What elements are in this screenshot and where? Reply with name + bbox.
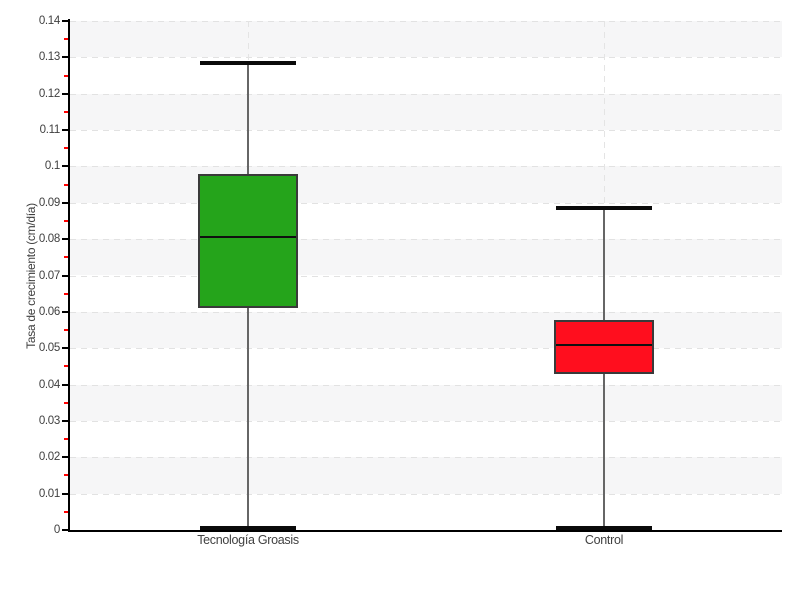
horizontal-gridline: [70, 275, 782, 277]
background-band: [70, 21, 782, 58]
horizontal-gridline: [70, 384, 782, 386]
y-tick-label: 0.11: [39, 124, 61, 137]
y-minor-tick: [64, 365, 68, 368]
horizontal-gridline: [70, 93, 782, 95]
y-minor-tick: [64, 292, 68, 295]
y-minor-tick: [64, 74, 68, 77]
horizontal-gridline: [70, 493, 782, 495]
y-axis-line: [68, 19, 70, 532]
y-tick-label: 0.03: [38, 414, 60, 427]
y-tick-label: 0.04: [38, 378, 60, 391]
median-line: [556, 343, 652, 346]
y-minor-tick: [64, 256, 68, 259]
box-control[interactable]: [554, 320, 654, 374]
y-major-tick: [62, 129, 68, 132]
horizontal-gridline: [70, 420, 782, 422]
y-major-tick: [62, 529, 68, 531]
y-minor-tick: [64, 510, 68, 513]
y-major-tick: [62, 165, 68, 168]
whisker-cap: [200, 526, 296, 531]
y-tick-label: 0.09: [38, 196, 60, 209]
y-minor-tick: [64, 474, 68, 477]
horizontal-gridline: [70, 202, 782, 204]
y-minor-tick: [64, 110, 68, 113]
y-axis-title: Tasa de crecimiento (cm/día): [24, 203, 38, 349]
whisker-cap: [200, 60, 296, 65]
y-major-tick: [62, 201, 68, 204]
background-band: [70, 311, 782, 349]
x-axis-line: [68, 530, 782, 532]
horizontal-gridline: [70, 57, 782, 59]
y-minor-tick: [64, 438, 68, 441]
horizontal-gridline: [70, 130, 782, 132]
horizontal-gridline: [70, 21, 782, 22]
median-line: [200, 236, 296, 239]
y-tick-label: 0.06: [38, 305, 60, 318]
y-tick-label: 0.05: [38, 342, 60, 355]
background-band: [70, 166, 782, 203]
horizontal-gridline: [70, 239, 782, 241]
y-tick-label: 0.01: [38, 487, 60, 500]
whisker-cap: [556, 526, 652, 531]
y-major-tick: [62, 56, 68, 59]
y-major-tick: [62, 383, 68, 386]
y-major-tick: [62, 310, 68, 313]
x-category-label: Tecnología Groasis: [197, 533, 299, 547]
background-band: [70, 384, 782, 421]
y-major-tick: [62, 20, 68, 22]
horizontal-gridline: [70, 348, 782, 350]
y-tick-label: 0.02: [38, 451, 60, 464]
y-minor-tick: [64, 183, 68, 186]
y-minor-tick: [64, 38, 68, 41]
horizontal-gridline: [70, 166, 782, 168]
y-major-tick: [62, 274, 68, 277]
y-major-tick: [62, 347, 68, 350]
y-minor-tick: [64, 147, 68, 150]
box-tecnologia-groasis[interactable]: [198, 173, 298, 309]
y-tick-label: 0.14: [38, 15, 60, 27]
x-category-label: Control: [584, 533, 624, 547]
background-band: [70, 457, 782, 494]
y-major-tick: [62, 492, 68, 495]
background-band: [70, 239, 782, 276]
y-tick-label: 0: [53, 524, 60, 536]
horizontal-gridline: [70, 457, 782, 459]
y-tick-label: 0.07: [38, 269, 60, 282]
y-major-tick: [62, 92, 68, 95]
y-minor-tick: [64, 219, 68, 222]
plot-area: [70, 21, 782, 531]
y-tick-label: 0.08: [38, 233, 60, 246]
y-major-tick: [62, 456, 68, 459]
y-major-tick: [62, 238, 68, 241]
y-tick-label: 0.1: [44, 160, 60, 173]
y-minor-tick: [64, 401, 68, 404]
y-tick-label: 0.13: [38, 51, 60, 64]
y-minor-tick: [64, 329, 68, 332]
background-band: [70, 93, 782, 131]
whisker-cap: [556, 206, 652, 211]
y-major-tick: [62, 419, 68, 422]
horizontal-gridline: [70, 311, 782, 313]
y-tick-label: 0.12: [38, 87, 60, 100]
